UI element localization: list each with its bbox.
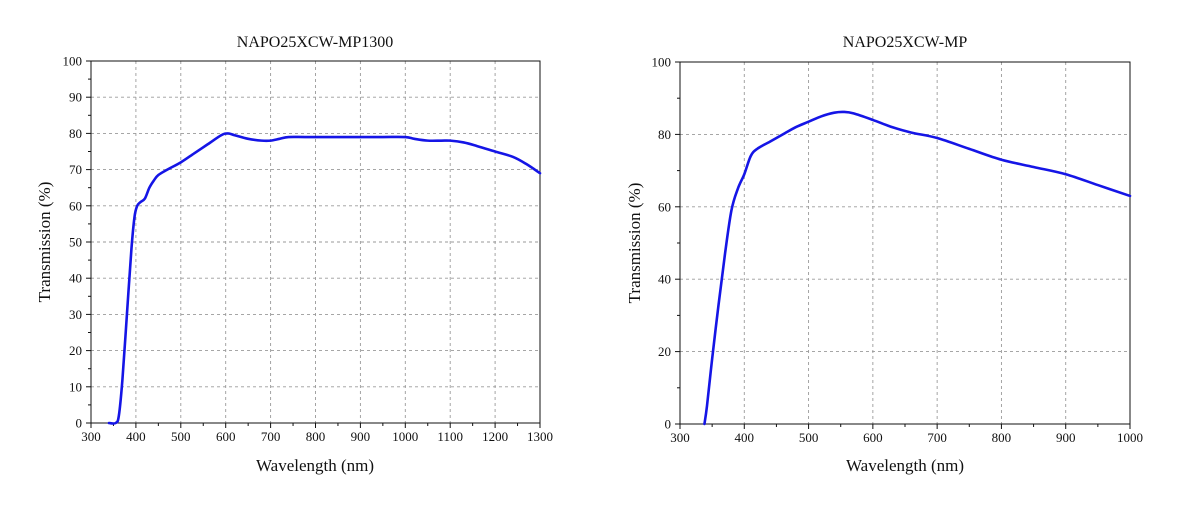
x-tick-label: 900 bbox=[1056, 430, 1076, 445]
y-tick-label: 0 bbox=[76, 416, 83, 431]
y-tick-label: 10 bbox=[69, 379, 82, 394]
x-tick-label: 800 bbox=[306, 429, 326, 444]
chart-title: NAPO25XCW-MP bbox=[843, 34, 968, 51]
y-axis-label: Transmission (%) bbox=[35, 182, 54, 303]
y-tick-label: 30 bbox=[69, 307, 82, 322]
x-tick-label: 700 bbox=[927, 430, 947, 445]
x-tick-label: 1000 bbox=[392, 429, 418, 444]
y-tick-label: 40 bbox=[658, 272, 671, 287]
series-line bbox=[703, 110, 1132, 426]
x-tick-label: 600 bbox=[863, 430, 883, 445]
y-tick-label: 70 bbox=[69, 162, 82, 177]
x-tick-label: 800 bbox=[992, 430, 1012, 445]
x-tick-label: 700 bbox=[261, 429, 281, 444]
chart-napo25xcw-mp: NAPO25XCW-MP Wavelength (nm) Transmissio… bbox=[625, 34, 1143, 475]
x-tick-label: 300 bbox=[81, 429, 101, 444]
y-tick-label: 80 bbox=[658, 127, 671, 142]
y-tick-label: 0 bbox=[665, 417, 672, 432]
x-tick-label: 600 bbox=[216, 429, 236, 444]
y-tick-label: 80 bbox=[69, 126, 82, 141]
x-tick-label: 500 bbox=[799, 430, 819, 445]
y-tick-label: 90 bbox=[69, 90, 82, 105]
x-tick-label: 900 bbox=[351, 429, 371, 444]
y-tick-label: 100 bbox=[652, 55, 672, 70]
x-tick-label: 400 bbox=[126, 429, 146, 444]
x-tick-label: 1200 bbox=[482, 429, 508, 444]
x-tick-label: 1100 bbox=[437, 429, 463, 444]
x-tick-label: 1300 bbox=[527, 429, 553, 444]
y-tick-label: 60 bbox=[658, 199, 671, 214]
y-tick-label: 100 bbox=[63, 54, 83, 69]
x-tick-label: 1000 bbox=[1117, 430, 1143, 445]
chart-title: NAPO25XCW-MP1300 bbox=[237, 34, 393, 51]
y-tick-label: 20 bbox=[658, 344, 671, 359]
y-tick-label: 40 bbox=[69, 271, 82, 286]
y-tick-label: 20 bbox=[69, 343, 82, 358]
x-tick-label: 500 bbox=[171, 429, 191, 444]
y-axis-label: Transmission (%) bbox=[625, 183, 644, 304]
y-tick-label: 60 bbox=[69, 198, 82, 213]
plot-frame bbox=[679, 61, 1131, 425]
x-axis-label: Wavelength (nm) bbox=[256, 456, 374, 475]
x-tick-label: 300 bbox=[670, 430, 690, 445]
x-axis-label: Wavelength (nm) bbox=[846, 456, 964, 475]
chart-napo25xcw-mp1300: NAPO25XCW-MP1300 Wavelength (nm) Transmi… bbox=[35, 34, 553, 475]
y-tick-label: 50 bbox=[69, 235, 82, 250]
x-tick-label: 400 bbox=[735, 430, 755, 445]
series-line bbox=[107, 132, 542, 425]
